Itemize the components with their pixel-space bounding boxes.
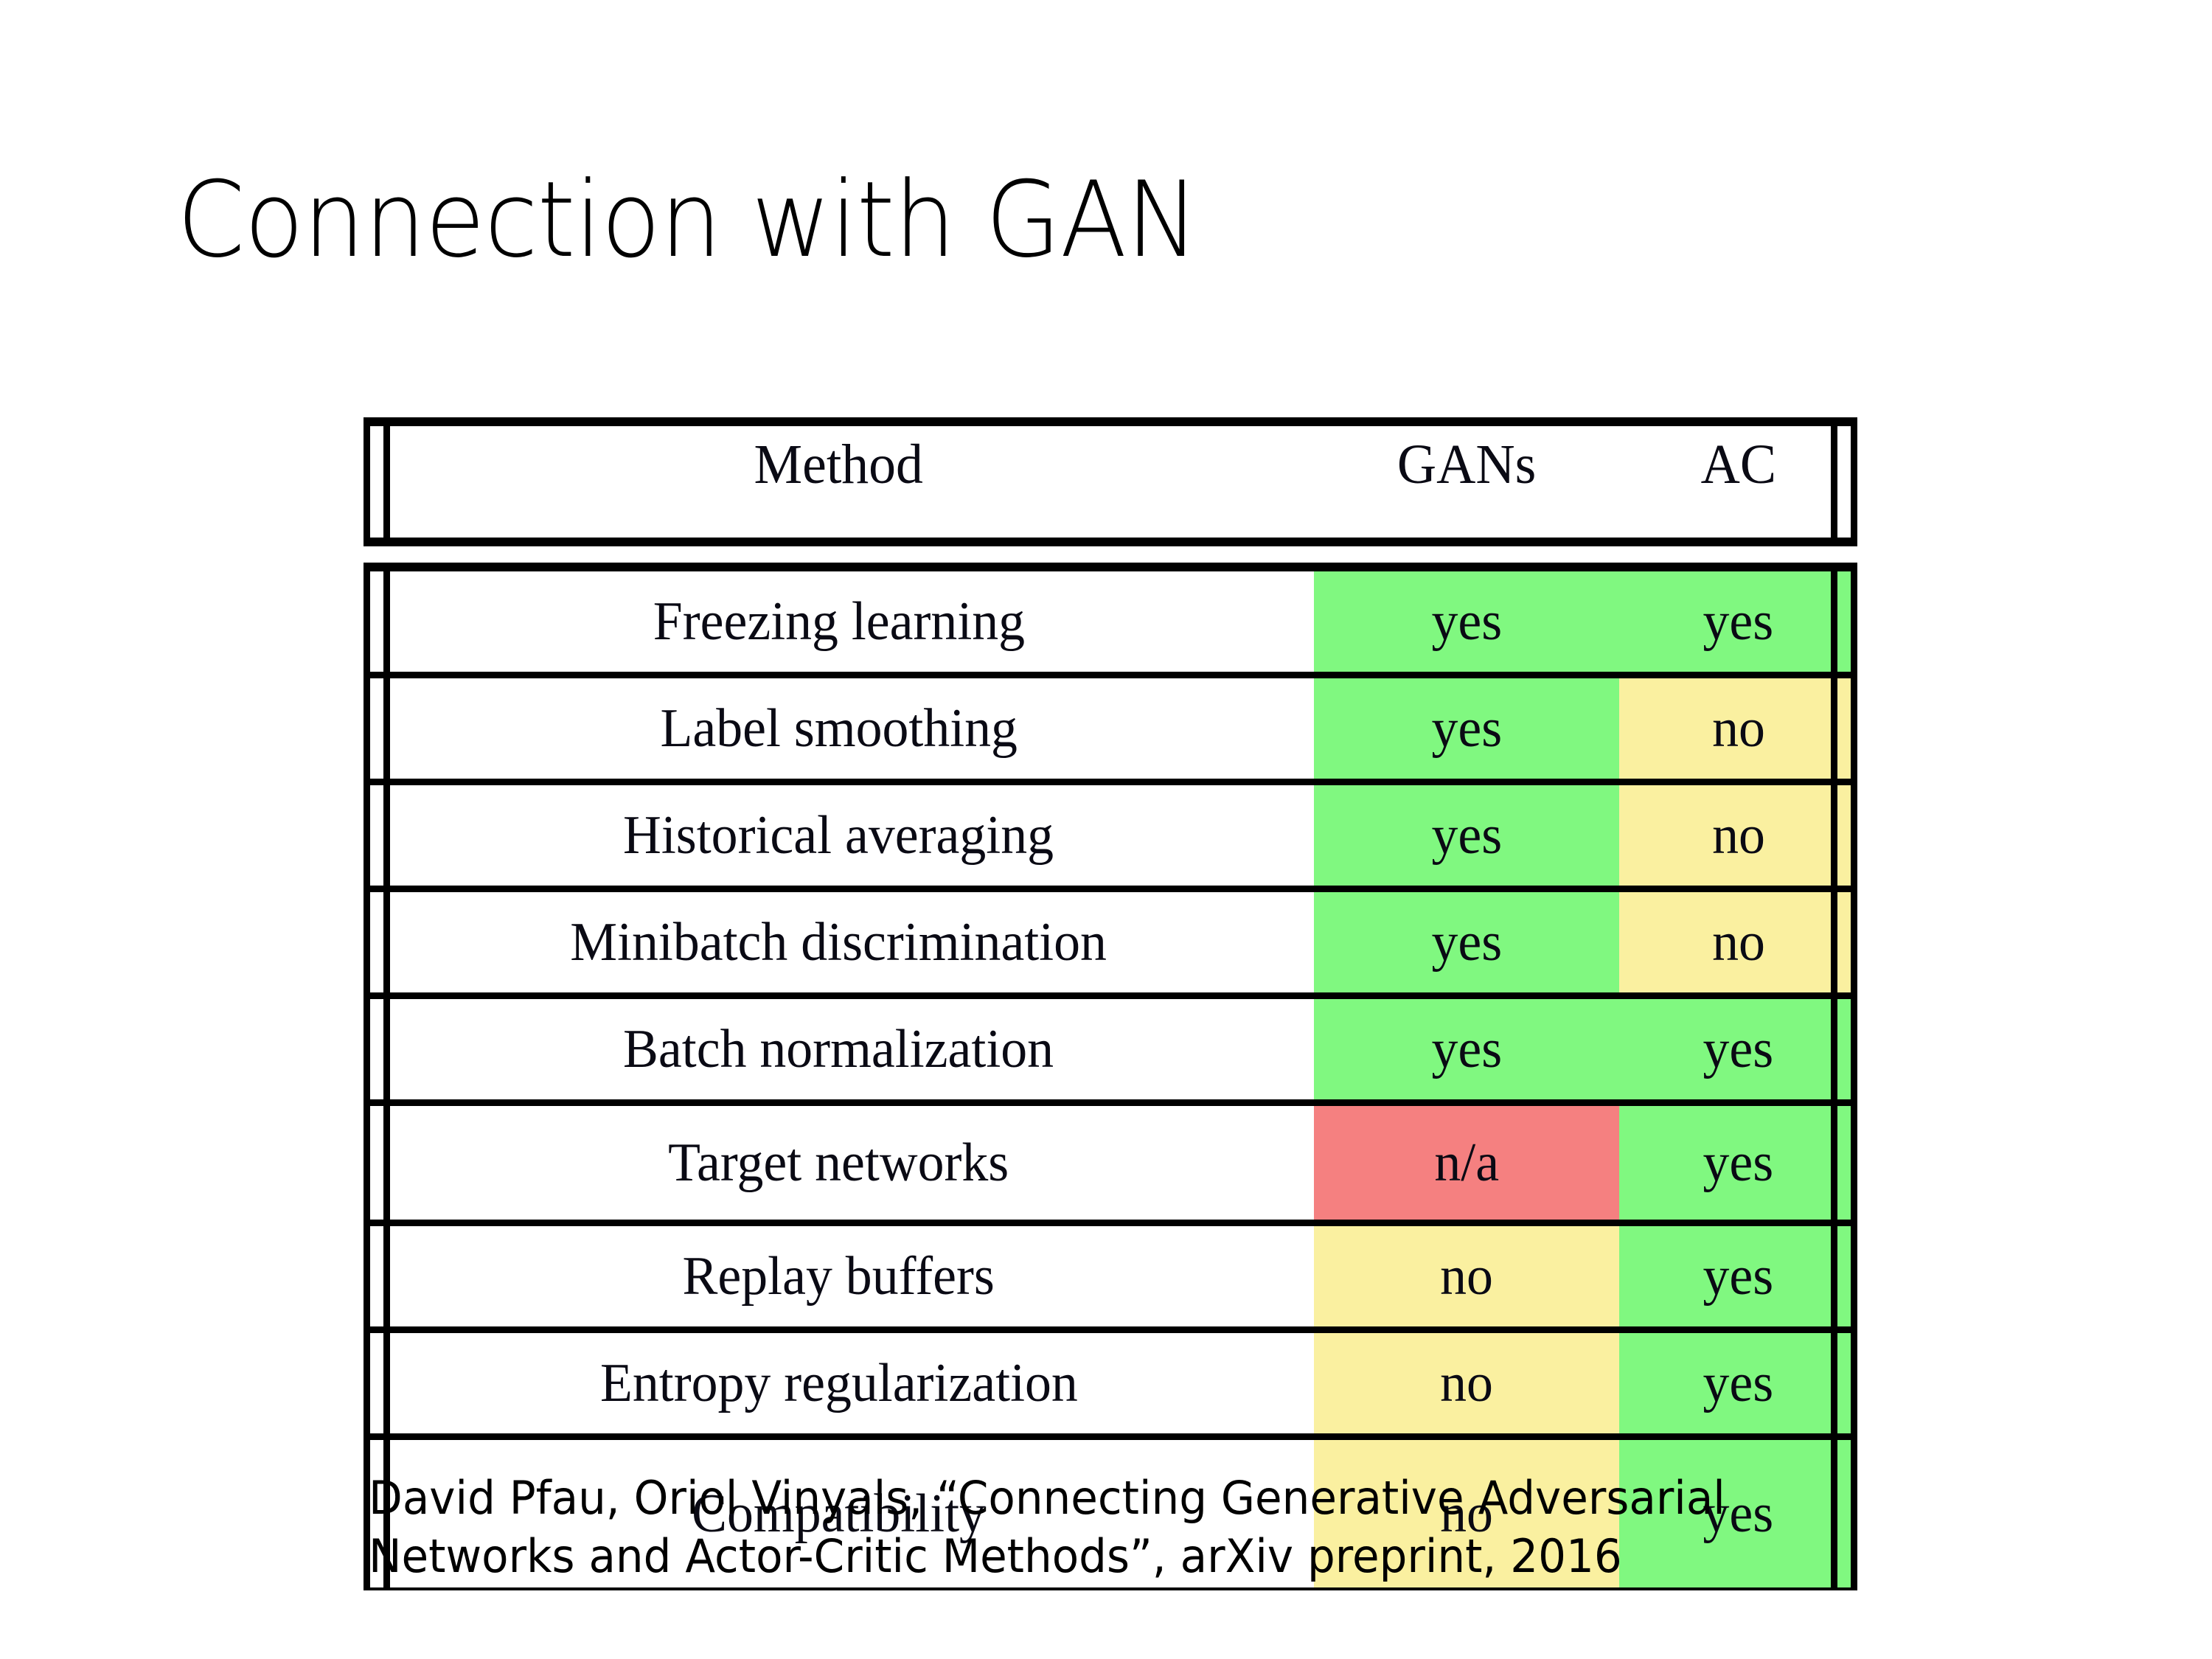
cell-gans: no <box>1314 1440 1619 1587</box>
cell-ac-label: no <box>1711 912 1765 973</box>
table-header-block: Method GANs AC <box>364 417 1857 546</box>
cell-method-label: Minibatch discrimination <box>570 912 1107 973</box>
cell-ac-label: yes <box>1703 1133 1774 1193</box>
cell-gans: n/a <box>1314 1106 1619 1220</box>
cell-gans: yes <box>1314 785 1619 886</box>
cell-method-label: Batch normalization <box>623 1019 1054 1079</box>
cell-ac: yes <box>1619 571 1857 672</box>
comparison-table: Method GANs AC Freezing learning yes yes La… <box>364 417 1857 1590</box>
cell-gans: yes <box>1314 571 1619 672</box>
cell-method-label: Compatibility <box>692 1484 986 1544</box>
cell-ac: no <box>1619 785 1857 886</box>
cell-ac: no <box>1619 678 1857 779</box>
cell-method: Compatibility <box>364 1440 1314 1587</box>
cell-method: Label smoothing <box>364 678 1314 779</box>
table-row: Minibatch discrimination yes no <box>364 892 1857 999</box>
source-caption: David Pfau, Oriol Vinyals, “Connecting G… <box>369 1469 1855 1586</box>
cell-method: Replay buffers <box>364 1226 1314 1326</box>
cell-ac-label: yes <box>1703 1353 1774 1413</box>
header-right-inner-rule <box>1831 417 1837 546</box>
cell-ac-label: no <box>1711 698 1765 759</box>
cell-gans-label: yes <box>1431 1019 1502 1079</box>
cell-method: Minibatch discrimination <box>364 892 1314 992</box>
cell-ac: no <box>1619 892 1857 992</box>
cell-method-label: Label smoothing <box>660 698 1018 759</box>
table-row: Freezing learning yes yes <box>364 571 1857 678</box>
cell-ac: yes <box>1619 1226 1857 1326</box>
cell-gans-label: yes <box>1431 591 1502 652</box>
table-row: Historical averaging yes no <box>364 785 1857 892</box>
body-right-outer-rule <box>1851 563 1857 1590</box>
header-left-inner-rule <box>383 417 390 546</box>
cell-method-label: Target networks <box>668 1133 1009 1193</box>
cell-ac: yes <box>1619 999 1857 1099</box>
page-title: Connection with GAN <box>177 159 1199 281</box>
cell-ac: yes <box>1619 1333 1857 1433</box>
cell-method: Target networks <box>364 1106 1314 1220</box>
cell-gans-label: yes <box>1431 912 1502 973</box>
cell-gans-label: no <box>1440 1246 1493 1307</box>
cell-gans: yes <box>1314 999 1619 1099</box>
cell-gans: yes <box>1314 678 1619 779</box>
cell-ac-label: yes <box>1703 1246 1774 1307</box>
table-row: Batch normalization yes yes <box>364 999 1857 1106</box>
column-header-method: Method <box>364 426 1314 538</box>
cell-ac: yes <box>1619 1440 1857 1587</box>
table-rows: Freezing learning yes yes Label smoothing ye… <box>364 571 1857 1587</box>
body-left-outer-rule <box>364 563 370 1590</box>
table-row: Label smoothing yes no <box>364 678 1857 785</box>
body-left-inner-rule <box>383 563 390 1590</box>
cell-ac-label: yes <box>1703 591 1774 652</box>
table-header-row: Method GANs AC <box>364 426 1857 538</box>
table-body-block: Freezing learning yes yes Label smoothing ye… <box>364 563 1857 1590</box>
cell-method-label: Entropy regularization <box>599 1353 1078 1413</box>
cell-method-label: Historical averaging <box>623 805 1054 866</box>
cell-method: Batch normalization <box>364 999 1314 1099</box>
cell-method: Entropy regularization <box>364 1333 1314 1433</box>
cell-gans-label: yes <box>1431 698 1502 759</box>
column-header-ac: AC <box>1619 426 1857 538</box>
cell-method: Historical averaging <box>364 785 1314 886</box>
table-row: Compatibility no yes <box>364 1440 1857 1587</box>
column-header-ac-label: AC <box>1700 434 1776 495</box>
cell-gans: yes <box>1314 892 1619 992</box>
cell-gans: no <box>1314 1333 1619 1433</box>
table-row: Entropy regularization no yes <box>364 1333 1857 1440</box>
caption-line-1: David Pfau, Oriol Vinyals, “Connecting G… <box>369 1471 1725 1525</box>
cell-method-label: Replay buffers <box>682 1246 995 1307</box>
column-header-gans-label: GANs <box>1397 434 1537 495</box>
cell-method: Freezing learning <box>364 571 1314 672</box>
cell-gans-label: yes <box>1431 805 1502 866</box>
cell-gans-label: no <box>1440 1353 1493 1413</box>
header-left-outer-rule <box>364 417 370 546</box>
cell-gans: no <box>1314 1226 1619 1326</box>
table-row: Target networks n/a yes <box>364 1106 1857 1226</box>
column-header-method-label: Method <box>754 434 924 495</box>
cell-method-label: Freezing learning <box>653 591 1025 652</box>
cell-ac-label: yes <box>1703 1019 1774 1079</box>
body-right-inner-rule <box>1831 563 1837 1590</box>
cell-ac: yes <box>1619 1106 1857 1220</box>
cell-ac-label: yes <box>1703 1484 1774 1544</box>
header-right-outer-rule <box>1851 417 1857 546</box>
caption-line-2: Networks and Actor-Critic Methods”, arXi… <box>369 1529 1622 1584</box>
column-header-gans: GANs <box>1314 426 1619 538</box>
cell-ac-label: no <box>1711 805 1765 866</box>
cell-gans-label: n/a <box>1434 1133 1499 1193</box>
table-row: Replay buffers no yes <box>364 1226 1857 1333</box>
cell-gans-label: no <box>1440 1484 1493 1544</box>
